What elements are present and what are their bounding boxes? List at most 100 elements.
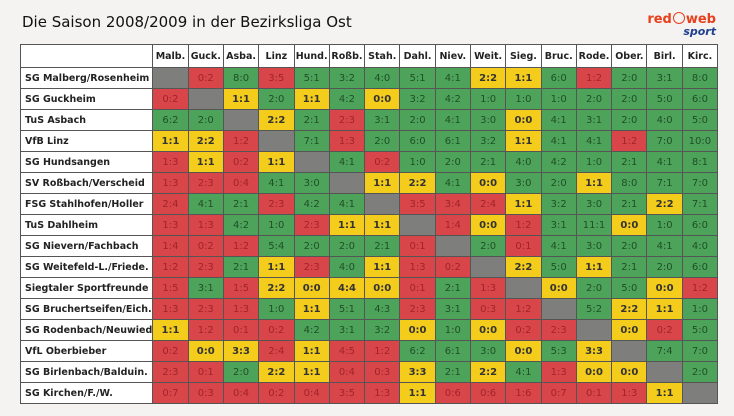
score-cell: 1:2 (611, 130, 648, 152)
score-cell: 1:3 (152, 151, 189, 173)
score-cell: 1:3 (328, 130, 366, 152)
score-cell: 0:3 (187, 382, 224, 404)
score-cell: 8:0 (611, 172, 648, 194)
score-cell: 2:2 (187, 130, 224, 152)
score-cell: 1:2 (364, 340, 401, 362)
column-header: Asba. (222, 44, 260, 68)
self-match-cell (540, 298, 577, 320)
team-name: VfL Oberbieber (19, 340, 154, 362)
score-cell: 4:1 (187, 193, 224, 215)
score-cell: 2:2 (611, 298, 648, 320)
score-cell: 4:1 (434, 109, 471, 131)
score-cell: 2:0 (575, 88, 613, 110)
score-cell: 3:5 (258, 67, 295, 89)
score-cell: 1:0 (505, 88, 542, 110)
column-header: Sieg. (505, 44, 542, 68)
table-row: FSG Stahlhofen/Holler 2:4 4:1 2:1 2:3 4:2 4:1 3… (19, 193, 719, 215)
score-cell: 2:0 (222, 361, 260, 383)
score-cell: 4:0 (505, 151, 542, 173)
score-cell: 1:0 (540, 88, 577, 110)
self-match-cell (399, 214, 436, 236)
score-cell: 1:1 (258, 151, 295, 173)
column-header: Stah. (364, 44, 401, 68)
score-cell: 2:3 (187, 256, 224, 278)
table-row: SG Guckheim 0:2 1:1 2:0 1:1 4:2 0:0 3:2 4:2 1:0 1:… (19, 88, 719, 110)
score-cell: 1:1 (505, 193, 542, 215)
score-cell: 7:0 (646, 130, 683, 152)
score-cell: 0:3 (469, 298, 507, 320)
score-cell: 0:6 (469, 382, 507, 404)
score-cell: 0:0 (611, 319, 648, 341)
score-cell: 2:1 (293, 109, 330, 131)
score-cell: 8:1 (681, 151, 719, 173)
score-cell: 5:1 (293, 67, 330, 89)
score-cell: 0:0 (540, 277, 577, 299)
score-cell: 5:0 (611, 277, 648, 299)
score-cell: 2:2 (469, 67, 507, 89)
column-header: Kirc. (681, 44, 719, 68)
score-cell: 2:3 (152, 361, 189, 383)
page-title: Die Saison 2008/2009 in der Bezirksliga … (22, 13, 352, 31)
score-cell: 2:2 (258, 361, 295, 383)
score-cell: 3:1 (187, 277, 224, 299)
score-cell: 1:1 (646, 298, 683, 320)
score-cell: 0:2 (258, 319, 295, 341)
score-cell: 0:1 (399, 277, 436, 299)
score-cell: 1:3 (399, 256, 436, 278)
score-cell: 0:7 (540, 382, 577, 404)
score-cell: 6:0 (681, 256, 719, 278)
score-cell: 2:0 (469, 235, 507, 257)
column-header: Dahl. (399, 44, 436, 68)
score-cell: 1:0 (434, 319, 471, 341)
score-cell: 1:1 (187, 151, 224, 173)
team-name: SG Nievern/Fachbach (19, 235, 154, 257)
column-header: Hund. (293, 44, 330, 68)
score-cell: 2:2 (258, 277, 295, 299)
score-cell: 0:1 (399, 235, 436, 257)
score-cell: 1:1 (293, 361, 330, 383)
score-cell: 2:2 (258, 109, 295, 131)
team-name: FSG Stahlhofen/Holler (19, 193, 154, 215)
score-cell: 3:1 (434, 298, 471, 320)
team-name: Siegtaler Sportfreunde (19, 277, 154, 299)
results-matrix: Malb. Guck. Asba. Linz Hund. Roßb. Stah. Dahl. N… (19, 44, 719, 404)
score-cell: 1:2 (222, 235, 260, 257)
score-cell: 0:0 (187, 340, 224, 362)
score-cell: 3:1 (364, 109, 401, 131)
score-cell: 2:0 (575, 277, 613, 299)
table-row: SG Weitefeld-L./Friede. 1:2 2:3 2:1 1:1 2:3 4:… (19, 256, 719, 278)
score-cell: 2:3 (187, 298, 224, 320)
table-row: SG Birlenbach/Balduin. 2:3 0:1 2:0 2:2 1:1 0:4… (19, 361, 719, 383)
table-row: SG Hundsangen 1:3 1:1 0:2 1:1 4:1 0:2 1:0 2:0 2:1… (19, 151, 719, 173)
score-cell: 3:1 (575, 109, 613, 131)
score-cell: 7:1 (681, 193, 719, 215)
score-cell: 1:2 (505, 298, 542, 320)
score-cell: 0:0 (611, 361, 648, 383)
score-cell: 2:3 (293, 214, 330, 236)
score-cell: 5:2 (575, 298, 613, 320)
score-cell: 1:3 (152, 172, 189, 194)
corner-cell (19, 44, 154, 68)
score-cell: 2:2 (399, 172, 436, 194)
score-cell: 0:4 (222, 172, 260, 194)
score-cell: 1:1 (575, 172, 613, 194)
score-cell: 0:2 (258, 382, 295, 404)
score-cell: 0:2 (434, 256, 471, 278)
score-cell: 1:1 (222, 88, 260, 110)
table-row: VfL Oberbieber 0:2 0:0 3:3 2:4 1:1 4:5 1:2 6:2 6:… (19, 340, 719, 362)
score-cell: 0:0 (611, 214, 648, 236)
score-cell: 2:4 (469, 193, 507, 215)
score-cell: 1:1 (258, 256, 295, 278)
score-cell: 2:0 (364, 130, 401, 152)
score-cell: 7:0 (681, 172, 719, 194)
column-header: Rode. (575, 44, 613, 68)
score-cell: 1:1 (293, 88, 330, 110)
score-cell: 1:3 (469, 277, 507, 299)
score-cell: 2:1 (222, 256, 260, 278)
score-cell: 4:1 (328, 151, 366, 173)
score-cell: 0:4 (222, 382, 260, 404)
team-name: SG Bruchertseifen/Eich. (19, 298, 154, 320)
score-cell: 2:0 (611, 235, 648, 257)
self-match-cell (681, 382, 719, 404)
score-cell: 5:1 (399, 67, 436, 89)
